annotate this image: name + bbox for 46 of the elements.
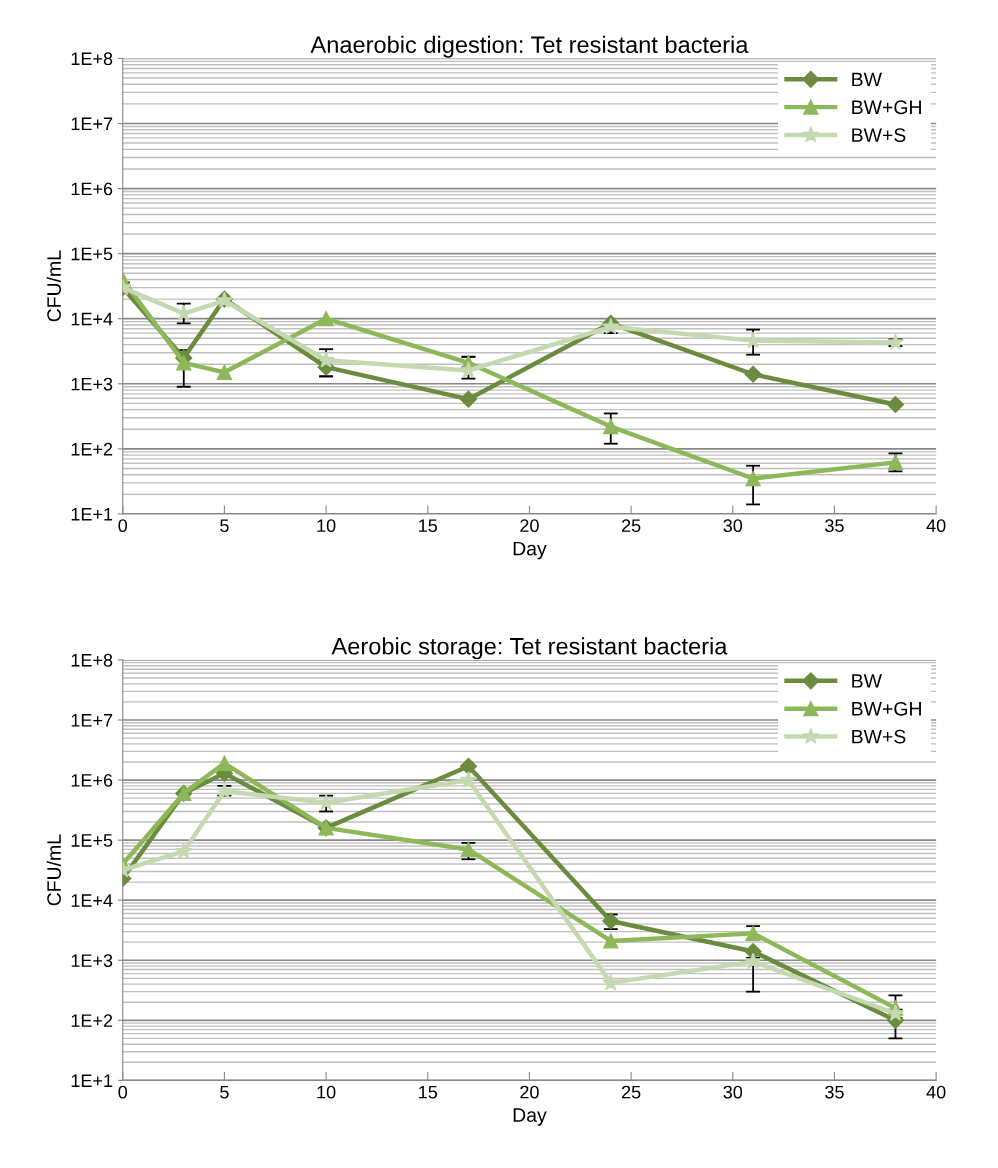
chart-title: Aerobic storage: Tet resistant bacteria — [331, 637, 728, 660]
x-tick-label: 0 — [118, 1085, 128, 1099]
legend-label: BW — [852, 72, 882, 87]
x-tick-label: 5 — [220, 519, 229, 533]
x-tick-label: 20 — [520, 1085, 539, 1099]
x-tick-label: 35 — [825, 1085, 844, 1099]
chart-title: Anaerobic digestion: Tet resistant bacteria — [310, 35, 749, 58]
x-tick-label: 25 — [621, 519, 641, 533]
y-tick-label: 1E+3 — [71, 954, 113, 967]
y-axis-title: CFU/mL — [46, 834, 61, 906]
y-tick-label: 1E+7 — [71, 117, 113, 131]
y-tick-label: 1E+5 — [71, 247, 113, 261]
y-tick-label: 1E+6 — [71, 773, 113, 787]
x-tick-label: 10 — [317, 1085, 336, 1099]
x-tick-label: 15 — [419, 519, 438, 533]
y-tick-label: 1E+5 — [71, 834, 113, 847]
y-axis-title: CFU/mL — [46, 250, 61, 322]
y-tick-label: 1E+4 — [71, 894, 113, 907]
x-axis-title: Day — [513, 541, 547, 560]
x-tick-label: 35 — [825, 519, 844, 533]
y-tick-label: 1E+2 — [71, 1014, 113, 1027]
y-tick-label: 1E+1 — [71, 1074, 113, 1087]
y-tick-label: 1E+1 — [71, 508, 113, 521]
x-tick-label: 25 — [621, 1085, 641, 1099]
y-tick-label: 1E+2 — [71, 442, 113, 456]
x-tick-label: 40 — [926, 519, 946, 533]
x-axis-title: Day — [513, 1108, 547, 1126]
y-tick-label: 1E+8 — [71, 653, 113, 667]
legend-label: BW — [852, 674, 882, 688]
y-tick-label: 1E+6 — [71, 182, 113, 196]
y-tick-label: 1E+8 — [71, 52, 113, 66]
y-tick-label: 1E+4 — [71, 312, 113, 326]
y-tick-label: 1E+7 — [71, 714, 113, 727]
legend-label: BW+S — [852, 729, 906, 744]
x-tick-label: 20 — [520, 519, 539, 533]
x-tick-label: 0 — [118, 519, 128, 533]
x-tick-label: 40 — [926, 1085, 946, 1099]
x-tick-label: 10 — [317, 519, 336, 533]
x-tick-label: 30 — [723, 519, 743, 533]
x-tick-label: 5 — [220, 1085, 229, 1099]
x-tick-label: 15 — [419, 1085, 438, 1099]
x-tick-label: 30 — [723, 1085, 743, 1099]
legend-label: BW+GH — [852, 701, 921, 716]
legend-label: BW+GH — [852, 100, 921, 115]
y-tick-label: 1E+3 — [71, 377, 113, 391]
legend-label: BW+S — [852, 128, 906, 142]
